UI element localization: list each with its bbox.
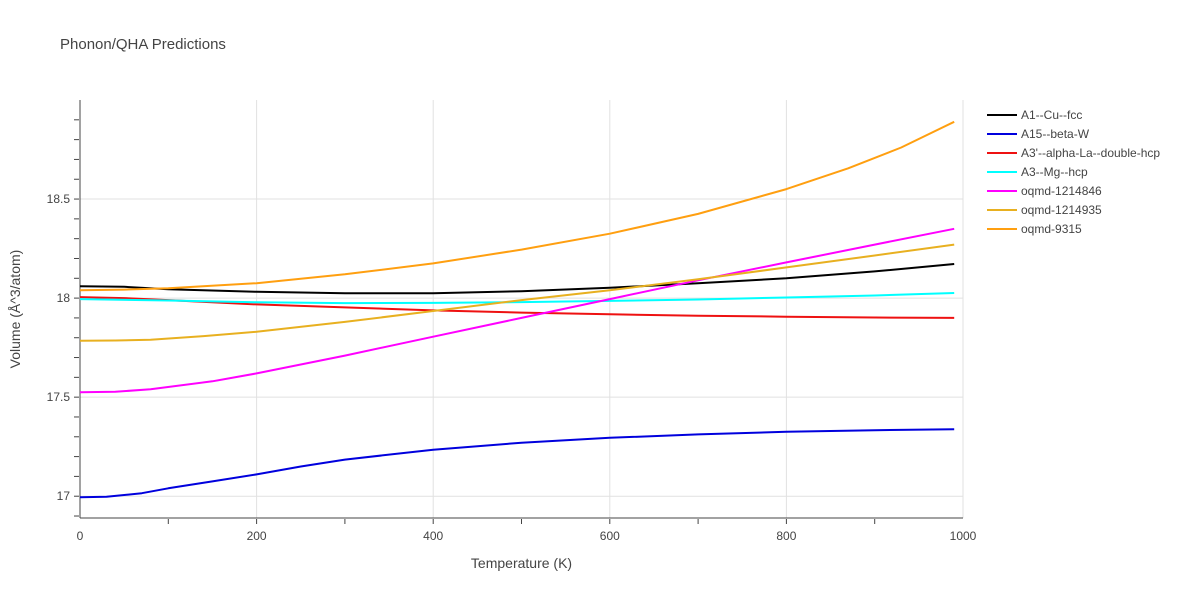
legend: A1--Cu--fcc A15--beta-W A3'--alpha-La--dou… [987,108,1160,236]
grid [80,100,964,518]
y-tick-label: 17.5 [47,390,71,404]
chart-title: Phonon/QHA Predictions [60,36,226,53]
legend-label: oqmd-1214935 [1021,203,1102,217]
x-tick-label: 800 [776,529,796,543]
y-tick-label: 18 [57,291,71,305]
series [79,120,955,499]
series-line-5 [79,243,955,342]
legend-item[interactable]: oqmd-1214846 [987,184,1102,198]
legend-item[interactable]: A3--Mg--hcp [987,165,1088,179]
x-tick-label: 0 [77,529,84,543]
legend-label: A15--beta-W [1021,127,1090,141]
legend-label: oqmd-1214846 [1021,184,1102,198]
legend-label: A3--Mg--hcp [1021,165,1088,179]
legend-item[interactable]: A1--Cu--fcc [987,108,1082,122]
legend-item[interactable]: A15--beta-W [987,127,1090,141]
legend-label: A1--Cu--fcc [1021,108,1082,122]
axes: 0 200 400 600 800 1000 17 17.5 18 18.5 [47,100,977,543]
series-line-3 [79,292,955,305]
y-axis-title: Volume (Å^3/atom) [7,250,23,369]
x-tick-label: 1000 [950,529,977,543]
legend-label: oqmd-9315 [1021,222,1082,236]
series-line-4 [79,227,955,394]
x-tick-label: 200 [247,529,267,543]
x-axis-title: Temperature (K) [471,555,572,571]
legend-item[interactable]: A3'--alpha-La--double-hcp [987,146,1160,160]
x-tick-label: 600 [600,529,620,543]
y-tick-label: 17 [57,489,71,503]
series-line-0 [79,263,955,295]
series-line-6 [79,120,955,292]
series-line-1 [79,428,955,499]
legend-item[interactable]: oqmd-1214935 [987,203,1102,217]
legend-label: A3'--alpha-La--double-hcp [1021,146,1160,160]
x-tick-label: 400 [423,529,443,543]
legend-item[interactable]: oqmd-9315 [987,222,1082,236]
y-tick-label: 18.5 [47,192,71,206]
